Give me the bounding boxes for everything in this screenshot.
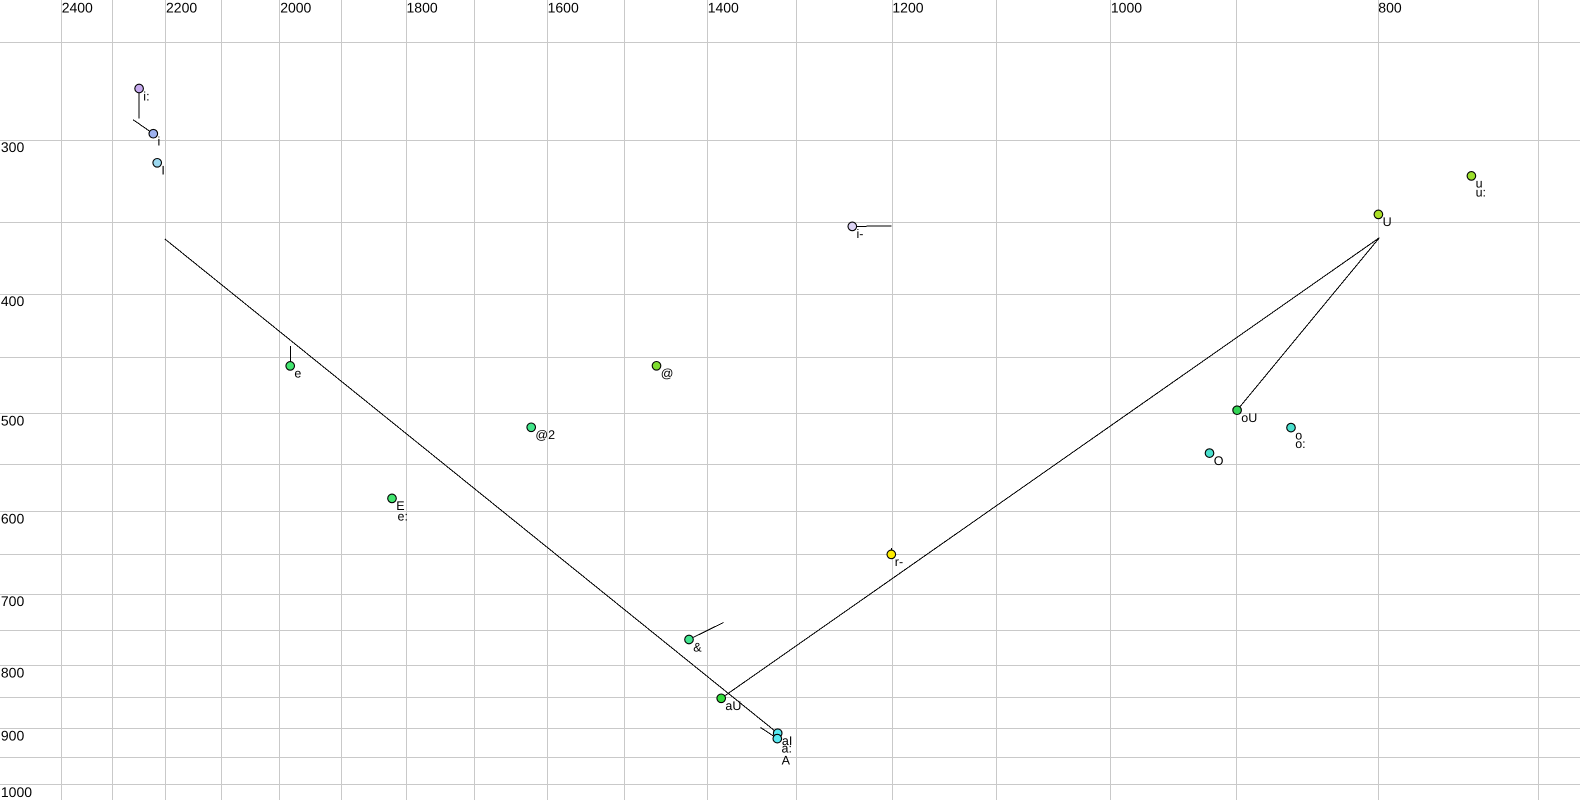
- svg-text:1400: 1400: [708, 0, 739, 15]
- svg-text:aI: aI: [782, 734, 792, 748]
- svg-text:U: U: [1383, 215, 1392, 229]
- svg-text:800: 800: [1378, 0, 1402, 15]
- svg-text:i-: i-: [857, 227, 864, 241]
- svg-text:a:: a:: [782, 741, 792, 755]
- svg-text:2400: 2400: [62, 0, 93, 15]
- svg-text:1000: 1000: [1111, 0, 1142, 15]
- svg-text:e:: e:: [398, 509, 408, 523]
- svg-text:i: i: [158, 135, 161, 149]
- svg-text:o:: o:: [1295, 437, 1305, 451]
- svg-text:aU: aU: [725, 699, 741, 713]
- svg-text:1600: 1600: [548, 0, 579, 15]
- svg-text:&: &: [693, 640, 702, 654]
- svg-text:600: 600: [1, 510, 25, 526]
- svg-text:400: 400: [1, 293, 25, 309]
- svg-text:O: O: [1214, 454, 1224, 468]
- svg-text:@2: @2: [535, 428, 555, 442]
- svg-text:u:: u:: [1476, 185, 1486, 199]
- svg-text:500: 500: [1, 413, 25, 429]
- svg-text:u: u: [1476, 177, 1483, 191]
- svg-text:1000: 1000: [1, 784, 32, 800]
- svg-text:1800: 1800: [407, 0, 438, 15]
- svg-text:700: 700: [1, 593, 25, 609]
- svg-text:@: @: [661, 367, 674, 381]
- svg-text:E: E: [396, 499, 404, 513]
- svg-text:o: o: [1295, 428, 1302, 442]
- svg-text:oU: oU: [1241, 411, 1257, 425]
- svg-text:I: I: [161, 164, 164, 178]
- svg-text:1200: 1200: [892, 0, 923, 15]
- svg-text:900: 900: [1, 728, 25, 744]
- svg-text:800: 800: [1, 664, 25, 680]
- svg-text:2000: 2000: [280, 0, 311, 15]
- svg-text:A: A: [782, 754, 791, 768]
- svg-text:r-: r-: [895, 555, 903, 569]
- svg-text:e: e: [294, 367, 301, 381]
- svg-text:i:: i:: [143, 89, 149, 103]
- svg-text:2200: 2200: [166, 0, 197, 15]
- svg-text:300: 300: [1, 139, 25, 155]
